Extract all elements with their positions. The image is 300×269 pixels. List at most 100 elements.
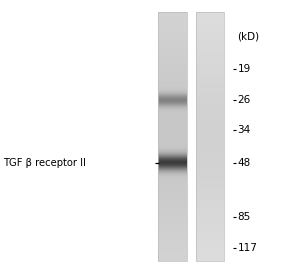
Bar: [196, 72, 224, 73]
Bar: [158, 217, 187, 218]
Bar: [196, 13, 224, 14]
Bar: [196, 64, 224, 65]
Bar: [158, 118, 187, 119]
Bar: [196, 193, 224, 194]
Bar: [196, 29, 224, 30]
Bar: [158, 88, 187, 89]
Bar: [196, 33, 224, 34]
Bar: [158, 50, 187, 51]
Bar: [196, 187, 224, 188]
Bar: [196, 58, 224, 59]
Bar: [196, 20, 224, 21]
Bar: [196, 159, 224, 160]
Bar: [158, 137, 187, 138]
Bar: [158, 66, 187, 67]
Bar: [196, 96, 224, 97]
Bar: [158, 79, 187, 80]
Bar: [158, 174, 187, 175]
Bar: [158, 203, 187, 204]
Bar: [196, 180, 224, 181]
Bar: [158, 206, 187, 207]
Bar: [158, 194, 187, 195]
Bar: [158, 21, 187, 22]
Bar: [158, 185, 187, 186]
Bar: [158, 131, 187, 132]
Bar: [196, 257, 224, 258]
Bar: [196, 16, 224, 17]
Bar: [196, 179, 224, 180]
Bar: [158, 122, 187, 123]
Bar: [196, 203, 224, 204]
Bar: [158, 52, 187, 53]
Bar: [158, 102, 187, 103]
Bar: [196, 69, 224, 70]
Bar: [196, 212, 224, 213]
Bar: [196, 146, 224, 147]
Bar: [196, 154, 224, 155]
Bar: [196, 236, 224, 237]
Bar: [158, 25, 187, 26]
Bar: [158, 159, 187, 160]
Bar: [196, 117, 224, 118]
Bar: [196, 24, 224, 25]
Bar: [196, 50, 224, 51]
Bar: [158, 179, 187, 180]
Bar: [158, 244, 187, 245]
Bar: [158, 81, 187, 82]
Bar: [196, 126, 224, 127]
Bar: [158, 120, 187, 121]
Bar: [158, 245, 187, 246]
Bar: [196, 68, 224, 69]
Bar: [196, 122, 224, 123]
Bar: [196, 247, 224, 248]
Bar: [196, 166, 224, 167]
Bar: [158, 139, 187, 140]
Bar: [158, 76, 187, 77]
Bar: [196, 119, 224, 120]
Bar: [158, 54, 187, 55]
Bar: [196, 184, 224, 185]
Bar: [196, 239, 224, 240]
Bar: [196, 34, 224, 35]
Bar: [196, 73, 224, 74]
Bar: [158, 164, 187, 165]
Bar: [196, 199, 224, 200]
Bar: [158, 108, 187, 109]
Bar: [196, 237, 224, 238]
Bar: [196, 21, 224, 22]
Bar: [196, 85, 224, 86]
Bar: [158, 56, 187, 57]
Bar: [158, 34, 187, 35]
Bar: [158, 33, 187, 34]
Bar: [196, 208, 224, 209]
Bar: [196, 97, 224, 98]
Bar: [196, 246, 224, 247]
Bar: [158, 113, 187, 114]
Bar: [158, 101, 187, 102]
Bar: [158, 180, 187, 181]
Bar: [158, 36, 187, 37]
Bar: [158, 37, 187, 38]
Bar: [196, 116, 224, 117]
Bar: [196, 82, 224, 83]
Bar: [158, 189, 187, 190]
Bar: [158, 123, 187, 124]
Bar: [158, 106, 187, 107]
Bar: [196, 81, 224, 82]
Bar: [158, 97, 187, 98]
Bar: [158, 26, 187, 27]
Bar: [158, 184, 187, 185]
Bar: [158, 43, 187, 44]
Bar: [196, 244, 224, 245]
Bar: [196, 114, 224, 115]
Bar: [196, 136, 224, 137]
Bar: [196, 88, 224, 89]
Bar: [158, 98, 187, 99]
Bar: [158, 72, 187, 73]
Bar: [158, 44, 187, 45]
Bar: [158, 125, 187, 126]
Bar: [158, 255, 187, 256]
Bar: [158, 68, 187, 69]
Bar: [158, 126, 187, 127]
Bar: [196, 200, 224, 201]
